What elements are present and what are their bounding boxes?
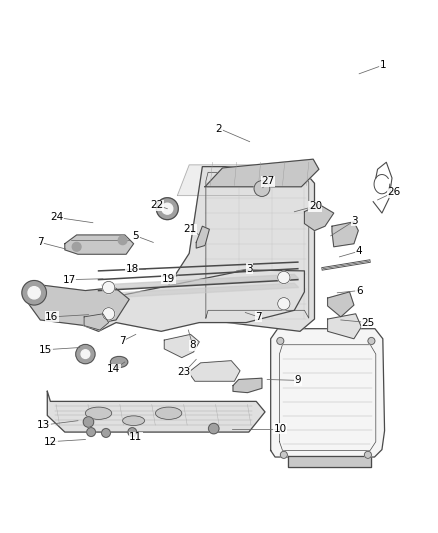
- Text: 23: 23: [177, 367, 191, 377]
- Text: 2: 2: [215, 124, 223, 134]
- Text: 22: 22: [150, 200, 163, 210]
- Circle shape: [364, 451, 371, 458]
- Text: 8: 8: [189, 341, 196, 350]
- Circle shape: [278, 271, 290, 284]
- Polygon shape: [191, 361, 240, 381]
- Polygon shape: [65, 235, 134, 254]
- Polygon shape: [47, 391, 265, 432]
- Circle shape: [102, 281, 115, 294]
- Text: 3: 3: [246, 264, 253, 273]
- Text: 13: 13: [37, 420, 50, 430]
- Text: 3: 3: [351, 215, 358, 225]
- Polygon shape: [84, 314, 109, 330]
- Text: 11: 11: [129, 432, 142, 442]
- Text: 6: 6: [356, 286, 363, 296]
- Circle shape: [83, 417, 94, 427]
- Polygon shape: [102, 274, 299, 289]
- Text: 7: 7: [37, 237, 44, 247]
- Text: 27: 27: [261, 176, 275, 186]
- Text: 21: 21: [183, 224, 196, 235]
- Circle shape: [87, 427, 95, 437]
- Text: 26: 26: [388, 187, 401, 197]
- Polygon shape: [271, 329, 385, 457]
- Circle shape: [278, 297, 290, 310]
- Circle shape: [22, 280, 46, 305]
- Polygon shape: [233, 378, 262, 393]
- Text: 12: 12: [44, 437, 57, 447]
- Polygon shape: [25, 285, 129, 326]
- Text: 7: 7: [119, 336, 126, 346]
- Text: 7: 7: [255, 312, 262, 322]
- Circle shape: [280, 451, 287, 458]
- Circle shape: [254, 181, 270, 197]
- Polygon shape: [177, 165, 271, 196]
- Ellipse shape: [85, 407, 112, 419]
- Polygon shape: [69, 270, 304, 332]
- Text: 19: 19: [162, 274, 175, 284]
- Text: 25: 25: [361, 318, 374, 328]
- Polygon shape: [196, 226, 209, 248]
- Text: 17: 17: [63, 274, 76, 285]
- Text: 4: 4: [356, 246, 363, 256]
- Polygon shape: [157, 167, 314, 332]
- Ellipse shape: [155, 407, 182, 419]
- Polygon shape: [328, 314, 361, 339]
- Circle shape: [102, 308, 115, 320]
- Circle shape: [156, 198, 178, 220]
- Ellipse shape: [110, 357, 128, 367]
- Polygon shape: [164, 334, 199, 358]
- Circle shape: [72, 243, 81, 251]
- Circle shape: [76, 344, 95, 364]
- Circle shape: [102, 429, 110, 437]
- Circle shape: [277, 337, 284, 344]
- Text: 15: 15: [39, 345, 52, 355]
- Text: 5: 5: [132, 231, 139, 241]
- Polygon shape: [328, 292, 354, 317]
- Text: 10: 10: [274, 424, 287, 433]
- Text: 24: 24: [50, 213, 64, 222]
- Text: 1: 1: [380, 60, 387, 70]
- Polygon shape: [205, 159, 319, 187]
- Polygon shape: [288, 456, 371, 467]
- Ellipse shape: [123, 416, 145, 425]
- Circle shape: [118, 236, 127, 245]
- Circle shape: [81, 350, 90, 358]
- Circle shape: [368, 337, 375, 344]
- Text: 16: 16: [45, 312, 58, 322]
- Polygon shape: [332, 222, 358, 247]
- Text: 9: 9: [294, 375, 301, 385]
- Text: 18: 18: [126, 264, 139, 273]
- Text: 14: 14: [107, 365, 120, 374]
- Circle shape: [28, 287, 40, 299]
- Text: 20: 20: [309, 201, 322, 211]
- Circle shape: [128, 427, 137, 437]
- Circle shape: [162, 203, 173, 214]
- Polygon shape: [102, 283, 299, 298]
- Polygon shape: [304, 204, 334, 231]
- Circle shape: [208, 423, 219, 434]
